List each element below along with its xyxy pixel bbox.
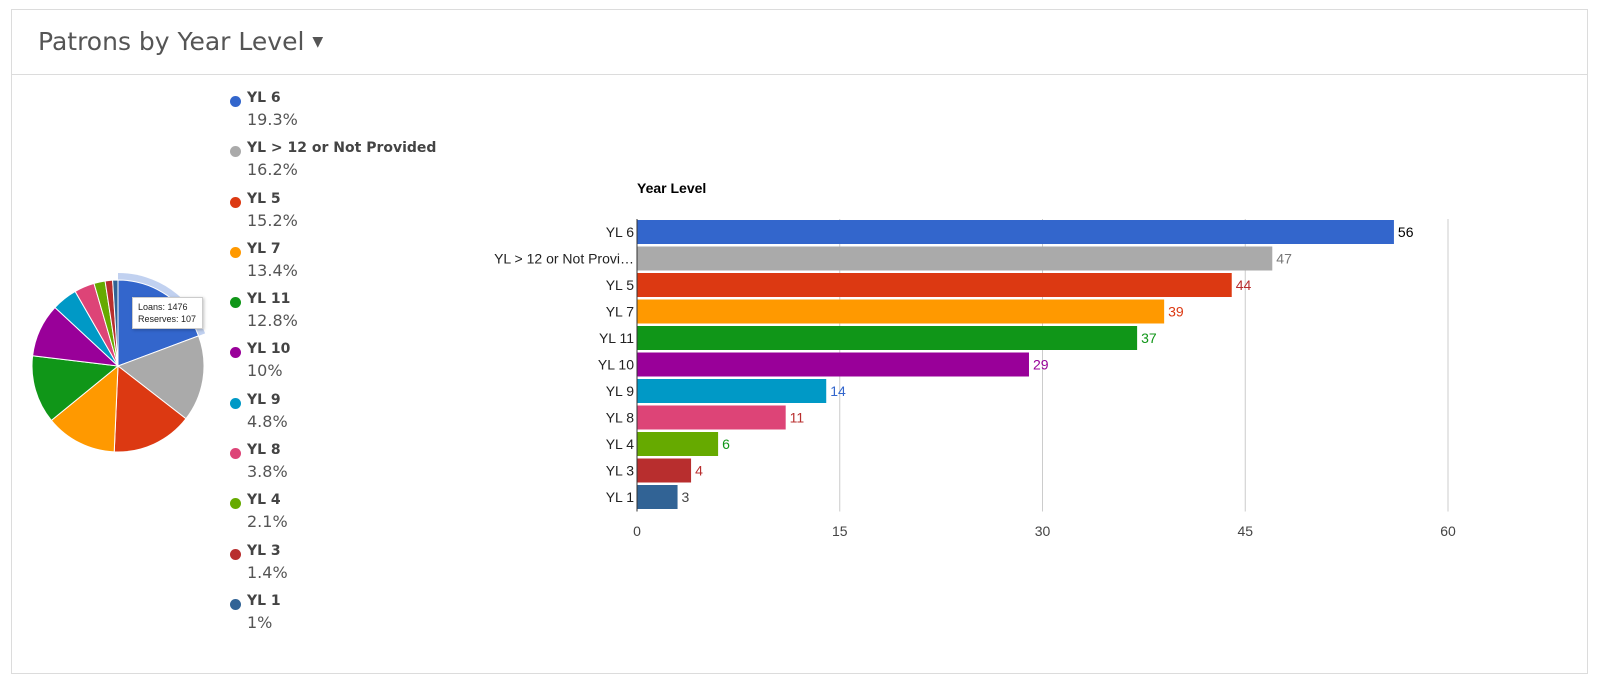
y-category-label: YL 5	[606, 277, 634, 293]
y-category-label: YL > 12 or Not Provi…	[494, 251, 634, 267]
bar-yl-8[interactable]	[637, 405, 786, 430]
y-category-label: YL 6	[606, 224, 634, 240]
bar-value-label: 29	[1033, 357, 1049, 373]
pie-slice-yl-11[interactable]	[31, 355, 120, 422]
legend-item-yl-11[interactable]: YL 11 12.8%	[220, 291, 460, 341]
legend-item-yl-4[interactable]: YL 4 2.1%	[220, 492, 460, 542]
legend-dot-icon	[230, 246, 241, 258]
bar-yl-6[interactable]	[637, 220, 1394, 244]
x-tick-label: 0	[633, 523, 641, 539]
legend-label: YL 1	[247, 592, 281, 609]
bar-value-label: 14	[830, 383, 846, 399]
pie-slice-yl-12-or-not-provided[interactable]	[116, 335, 205, 420]
bar-yl-10[interactable]	[637, 352, 1029, 377]
legend-dot-icon	[230, 397, 241, 409]
legend-value: 1%	[247, 612, 273, 632]
legend-value: 13.4%	[247, 260, 298, 280]
bar-value-label: 11	[790, 410, 805, 426]
legend-item-yl-10[interactable]: YL 10 10%	[220, 341, 460, 391]
legend-dot-icon	[230, 196, 241, 208]
legend-label: YL 5	[247, 190, 281, 207]
legend-dot-icon	[230, 498, 241, 510]
legend-label: YL > 12 or Not Provided	[247, 140, 437, 157]
legend-dot-icon	[230, 448, 241, 460]
legend-value: 1.4%	[247, 562, 288, 582]
legend-label: YL 7	[247, 240, 281, 257]
legend-item-yl-6[interactable]: YL 6 19.3%	[220, 90, 460, 140]
legend-dot-icon	[230, 347, 241, 359]
legend-label: YL 3	[247, 542, 281, 559]
legend-label: YL 4	[247, 492, 281, 509]
legend-dot-icon	[230, 297, 241, 309]
x-tick-label: 45	[1237, 523, 1253, 539]
legend-item-yl-3[interactable]: YL 3 1.4%	[220, 543, 460, 593]
bar-value-label: 4	[695, 463, 703, 479]
bar-value-label: 56	[1398, 224, 1414, 240]
x-tick-label: 60	[1440, 523, 1456, 539]
legend-item-yl-12-or-not-provided[interactable]: YL > 12 or Not Provided 16.2%	[220, 140, 460, 190]
y-category-label: YL 10	[598, 357, 634, 373]
bar-value-label: 3	[682, 489, 690, 505]
legend-dot-icon	[230, 146, 241, 158]
x-tick-label: 15	[832, 523, 848, 539]
pie-chart	[31, 273, 206, 453]
bar-value-label: 6	[722, 436, 730, 452]
legend-value: 15.2%	[247, 210, 298, 230]
tooltip-reserves: Reserves: 107	[138, 314, 197, 324]
y-category-label: YL 4	[606, 436, 634, 452]
legend-label: YL 11	[247, 291, 291, 308]
legend-value: 4.8%	[247, 411, 288, 431]
pie-tooltip: Loans: 1476 Reserves: 107	[132, 297, 203, 329]
legend-label: YL 10	[247, 341, 291, 358]
pie-slice-yl-1[interactable]	[112, 279, 119, 367]
bar-value-label: 44	[1236, 277, 1252, 293]
bar-yl-4[interactable]	[637, 432, 719, 456]
legend-label: YL 8	[247, 442, 281, 459]
pie-slice-yl-7[interactable]	[50, 364, 119, 453]
pie-slice-yl-5[interactable]	[113, 365, 187, 453]
panel-title: Patrons by Year Level	[38, 27, 305, 56]
legend-item-yl-5[interactable]: YL 5 15.2%	[220, 191, 460, 241]
legend-value: 19.3%	[247, 110, 298, 129]
legend-item-yl-1[interactable]: YL 1 1%	[220, 593, 460, 643]
bar-value-label: 37	[1141, 330, 1157, 346]
bar-chart-title: Year Level	[637, 180, 706, 196]
bar-yl-1[interactable]	[637, 485, 678, 509]
legend-value: 16.2%	[247, 160, 298, 180]
y-category-label: YL 1	[606, 489, 634, 505]
bar-chart: Year Level 0 15 30 45 60 YL 6 56 YL > 12 or Not …	[494, 180, 1456, 539]
legend-value: 10%	[247, 361, 283, 381]
legend-value: 2.1%	[247, 512, 288, 532]
legend-dot-icon	[230, 96, 241, 107]
legend-value: 12.8%	[247, 311, 298, 331]
y-category-label: YL 11	[599, 330, 634, 346]
legend-item-yl-9[interactable]: YL 9 4.8%	[220, 392, 460, 442]
tooltip-loans: Loans: 1476	[138, 302, 188, 312]
pie-legend: YL 6 19.3% YL > 12 or Not Provided 16.2% YL …	[220, 90, 460, 643]
legend-dot-icon	[230, 598, 241, 610]
y-category-label: YL 3	[606, 463, 634, 479]
legend-label: YL 6	[247, 90, 281, 106]
chart-selector-dropdown[interactable]: Patrons by Year Level ▼	[38, 27, 323, 56]
bar-yl-11[interactable]	[637, 326, 1138, 350]
y-category-label: YL 7	[606, 304, 634, 320]
y-category-label: YL 9	[606, 383, 634, 399]
bar-yl-9[interactable]	[637, 379, 827, 403]
bar-yl-12-or-not-provi[interactable]	[637, 246, 1273, 271]
chevron-down-icon: ▼	[312, 34, 324, 50]
bar-value-label: 47	[1276, 251, 1292, 267]
x-tick-label: 30	[1035, 523, 1051, 539]
legend-dot-icon	[230, 548, 241, 560]
legend-item-yl-7[interactable]: YL 7 13.4%	[220, 241, 460, 291]
bar-yl-5[interactable]	[637, 273, 1232, 297]
legend-value: 3.8%	[247, 462, 288, 482]
bar-value-label: 39	[1168, 304, 1184, 320]
bar-yl-3[interactable]	[637, 458, 692, 483]
legend-label: YL 9	[247, 391, 281, 408]
bar-yl-7[interactable]	[637, 299, 1165, 324]
panel-header: Patrons by Year Level ▼	[12, 10, 1587, 75]
legend-item-yl-8[interactable]: YL 8 3.8%	[220, 442, 460, 492]
y-category-label: YL 8	[606, 410, 634, 426]
